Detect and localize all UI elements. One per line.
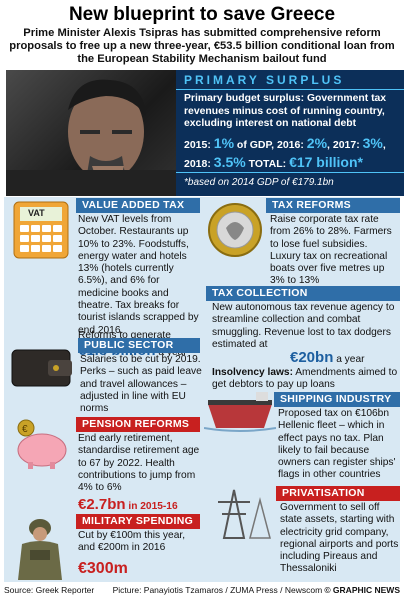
year-2015-label: 2015: (184, 139, 214, 151)
public-sector-text-wrap: Salaries to be cut by 2019. Perks – such… (8, 354, 202, 415)
euro-coin-icon (204, 198, 266, 258)
svg-text:€: € (22, 424, 28, 435)
shipping-text: Proposed tax on €106bn Hellenic fleet – … (278, 408, 396, 481)
vat-text-wrap: New VAT levels from October. Restaurants… (8, 214, 202, 337)
portrait-image (6, 79, 176, 196)
piggy-bank-icon: € (8, 418, 74, 470)
year-2015-value: 1% (213, 135, 235, 151)
pension-text: End early retirement, standardise retire… (78, 433, 200, 494)
privatisation-text-wrap: Government to sell off state assets, sta… (208, 502, 400, 576)
primary-surplus-heading: PRIMARY SURPLUS (184, 73, 345, 87)
insolvency-line: Insolvency laws: Amendments aimed to get… (212, 367, 398, 392)
year-2016-label: 2016: (277, 139, 307, 151)
pension-suffix: in 2015-16 (125, 501, 178, 512)
tax-reforms-heading: TAX REFORMS (266, 198, 400, 213)
shipping-heading: SHIPPING INDUSTRY (274, 392, 400, 407)
year-2018-value: 3.5% (213, 154, 246, 170)
power-pylon-icon (204, 486, 276, 540)
year-2017-label: , 2017: (327, 139, 363, 151)
divider (176, 89, 404, 90)
insolvency-label: Insolvency laws: (212, 367, 293, 378)
total-label: TOTAL: (245, 158, 290, 170)
tax-collection-heading: TAX COLLECTION (206, 286, 400, 301)
page-subtitle: Prime Minister Alexis Tsipras has submit… (9, 27, 395, 65)
year-2017-value: 3% (362, 135, 383, 151)
tax-collection-suffix: a year (333, 354, 365, 365)
privatisation-text: Government to sell off state assets, sta… (280, 502, 399, 575)
pension-text-wrap: End early retirement, standardise retire… (8, 433, 202, 494)
page-title: New blueprint to save Greece (68, 4, 336, 25)
main-content-area (4, 197, 400, 582)
soldier-icon (8, 514, 74, 582)
footer: Source: Greek Reporter Picture: Panayiot… (4, 585, 400, 595)
footer-copyright: © GRAPHIC NEWS (324, 585, 400, 595)
year-2017-suffix: , (382, 139, 386, 151)
year-2016-value: 2% (306, 135, 328, 151)
tax-collection-value: €20bn (290, 349, 334, 366)
calculator-icon: VAT (8, 198, 74, 260)
vat-text: New VAT levels from October. Restaurants… (78, 214, 199, 336)
primary-surplus-panel: PRIMARY SURPLUS Primary budget surplus: … (176, 70, 404, 196)
tsipras-photo (6, 70, 176, 196)
privatisation-heading: PRIVATISATION (276, 486, 400, 501)
shipping-text-wrap: Proposed tax on €106bn Hellenic fleet – … (208, 408, 400, 482)
military-value: €300m (78, 560, 128, 577)
year-2018-label: 2018: (184, 158, 214, 170)
pension-value: €2.7bn (78, 496, 126, 513)
vat-icon-label: VAT (28, 208, 45, 218)
tax-collection-text: New autonomous tax revenue agency to str… (212, 302, 395, 350)
ship-icon (203, 390, 277, 432)
vat-heading: VALUE ADDED TAX (76, 198, 200, 213)
tax-reforms-text: Raise corporate tax rate from 26% to 28%… (270, 214, 392, 287)
year-2015-suffix: of GDP, (234, 139, 277, 151)
public-sector-text: Salaries to be cut by 2019. Perks – such… (80, 354, 202, 415)
surplus-footnote: *based on 2014 GDP of €179.1bn (184, 177, 334, 188)
pension-value-line: €2.7bn in 2015-16 (78, 496, 178, 514)
footer-source: Source: Greek Reporter (4, 585, 95, 595)
insolvency-text: Amendments aimed to get debtors to pay u… (212, 367, 398, 391)
vat-generate-label: Reforms to generate (78, 330, 171, 341)
surplus-line-2: 2018: 3.5% TOTAL: €17 billion* (184, 154, 404, 170)
military-heading: MILITARY SPENDING (76, 514, 200, 529)
footer-picture-credit: Picture: Panayiotis Tzamaros / ZUMA Pres… (112, 585, 323, 595)
surplus-line-1: 2015: 1% of GDP, 2016: 2%, 2017: 3%, (184, 135, 404, 151)
public-sector-heading: PUBLIC SECTOR (78, 338, 200, 353)
total-value: €17 billion* (289, 154, 363, 170)
pension-heading: PENSION REFORMS (76, 417, 200, 432)
tax-collection-value-line: €20bn a year (290, 349, 365, 367)
wallet-icon (8, 342, 76, 392)
primary-surplus-definition: Primary budget surplus: Government tax r… (184, 93, 387, 129)
divider (176, 172, 404, 173)
military-text: Cut by €100m this year, and €200m in 201… (78, 530, 186, 554)
